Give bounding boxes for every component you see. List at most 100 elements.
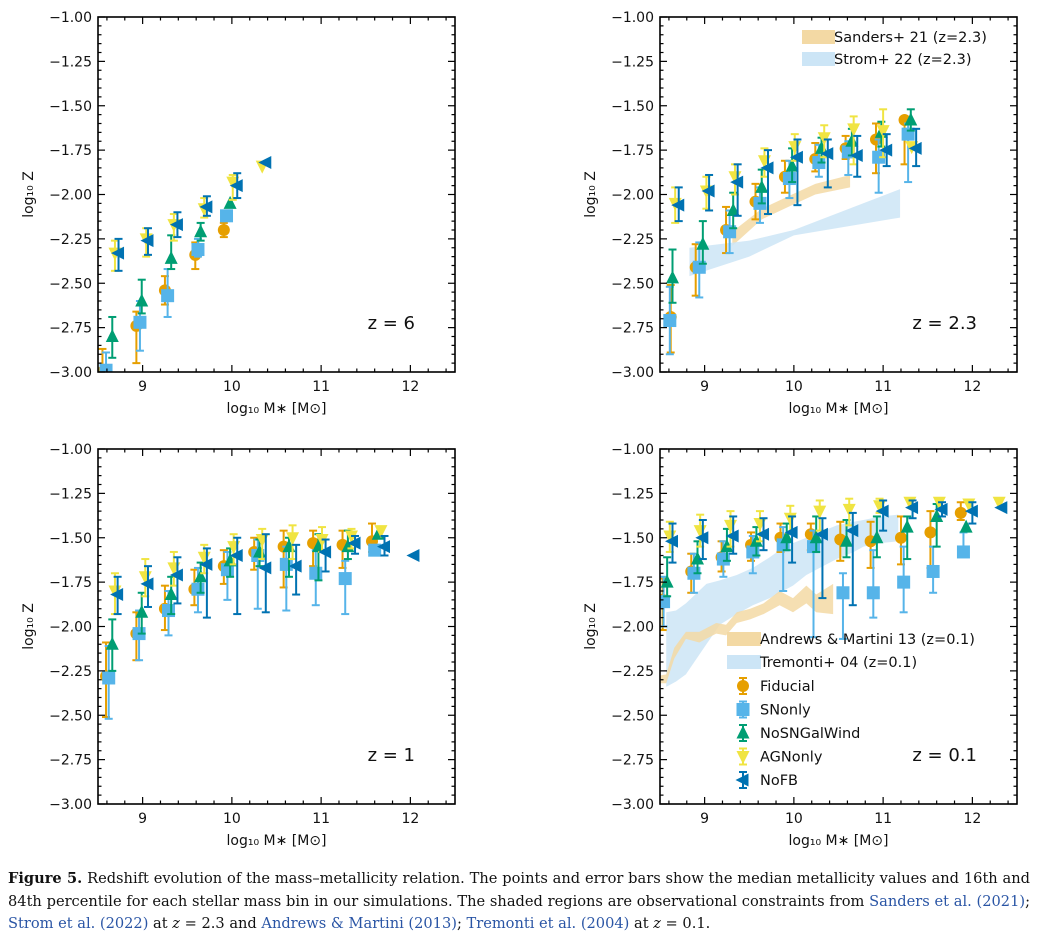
data-point [406, 549, 420, 562]
data-point [194, 569, 208, 583]
data-point [338, 572, 352, 586]
plot-area [98, 156, 272, 372]
panel-z2.3: −1.00 −1.25 −1.50 −1.75 −2.00 −2.25 −2.50 −2.75… [583, 10, 1018, 417]
y-tick-label: −2.50 [611, 708, 654, 724]
y-tick-label: −3.00 [49, 365, 92, 381]
data-point [730, 175, 744, 189]
data-point [318, 545, 332, 559]
data-point [663, 314, 677, 328]
data-point [140, 234, 154, 248]
redshift-label: z = 6 [368, 313, 415, 334]
data-point [286, 532, 300, 546]
legend: Sanders+ 21 (z=2.3) Strom+ 22 (z=2.3) [802, 30, 987, 68]
data-point [199, 557, 213, 571]
data-point [135, 604, 149, 618]
legend-swatch [727, 632, 761, 646]
data-point [879, 143, 893, 157]
plot-area [663, 108, 922, 356]
series-NoSNGalWind [660, 503, 973, 598]
legend-label: NoFB [760, 773, 798, 789]
series-NoFB [664, 499, 1008, 607]
data-point [905, 501, 919, 515]
data-point [849, 148, 863, 162]
legend-marker [736, 703, 750, 716]
data-point [164, 250, 178, 264]
x-axis-label: log₁₀ M∗ [M⊙] [226, 833, 326, 849]
x-tick-label: 9 [138, 379, 147, 395]
data-point [959, 519, 973, 533]
data-point [161, 289, 175, 303]
ref-strom-2022[interactable]: Strom et al. (2022) [8, 915, 149, 932]
y-tick-label: −2.00 [49, 620, 92, 636]
data-point [164, 587, 178, 601]
y-axis-label: log₁₀ Z [21, 603, 37, 650]
x-tick-label: 10 [785, 811, 803, 827]
data-point [900, 519, 914, 533]
data-point [908, 141, 922, 155]
series-NoFB [110, 533, 420, 619]
y-tick-label: −1.25 [611, 54, 654, 70]
legend-marker [736, 751, 750, 764]
y-tick-label: −1.50 [611, 99, 654, 115]
series-SNonly [99, 209, 234, 372]
plot-area [100, 522, 420, 720]
data-point [102, 671, 116, 685]
x-tick-label: 11 [312, 811, 330, 827]
data-point [840, 533, 854, 547]
caption-separator: ; [456, 915, 467, 932]
data-point [756, 527, 770, 541]
data-point [836, 586, 850, 600]
y-tick-label: −1.50 [611, 531, 654, 547]
data-point [897, 575, 911, 589]
y-tick-label: −2.50 [49, 276, 92, 292]
data-point [220, 209, 234, 223]
data-point [813, 505, 827, 519]
legend-marker [735, 773, 749, 787]
y-tick-label: −2.75 [611, 321, 654, 337]
data-point [701, 184, 715, 198]
data-point [814, 527, 828, 541]
band-strom [689, 189, 901, 277]
y-tick-label: −1.00 [49, 10, 92, 26]
legend-swatch [802, 52, 835, 66]
data-point [105, 636, 119, 650]
data-point [926, 564, 940, 578]
figure: −1.00 −1.25 −1.50 −1.75 −2.00 −2.25 −2.50 −2.75… [21, 10, 1018, 849]
ref-tremonti-2004[interactable]: Tremonti et al. (2004) [466, 915, 630, 932]
data-point [866, 586, 880, 600]
x-tick-label: 10 [223, 379, 241, 395]
data-point [191, 243, 205, 257]
x-tick-label: 12 [401, 379, 419, 395]
data-point [140, 577, 154, 591]
data-point [105, 329, 119, 342]
data-point [760, 161, 774, 175]
data-point [217, 224, 230, 236]
data-point [820, 147, 834, 161]
ref-sanders-2021[interactable]: Sanders et al. (2021) [869, 892, 1026, 910]
caption-text: at [629, 915, 654, 932]
series-NoFB [111, 156, 272, 272]
data-point [726, 202, 740, 216]
data-point [664, 534, 678, 548]
y-tick-label: −2.50 [611, 276, 654, 292]
data-point [956, 545, 970, 559]
y-tick-label: −1.75 [49, 575, 92, 591]
data-point [258, 561, 272, 575]
data-point [934, 502, 948, 516]
legend-marker [736, 725, 750, 739]
y-tick-label: −2.00 [611, 620, 654, 636]
data-point [135, 293, 149, 307]
data-point [992, 496, 1006, 510]
y-tick-label: −1.75 [611, 575, 654, 591]
x-tick-label: 10 [785, 379, 803, 395]
data-point [229, 179, 243, 193]
band-sanders [732, 174, 851, 246]
data-point [110, 588, 124, 602]
data-point [785, 158, 799, 172]
data-point [695, 531, 709, 545]
data-point [199, 200, 213, 214]
caption-separator: ; [1025, 892, 1030, 910]
data-point [223, 195, 237, 209]
ref-andrews-martini-2013[interactable]: Andrews & Martini (2013) [261, 915, 457, 932]
data-point [660, 595, 671, 609]
